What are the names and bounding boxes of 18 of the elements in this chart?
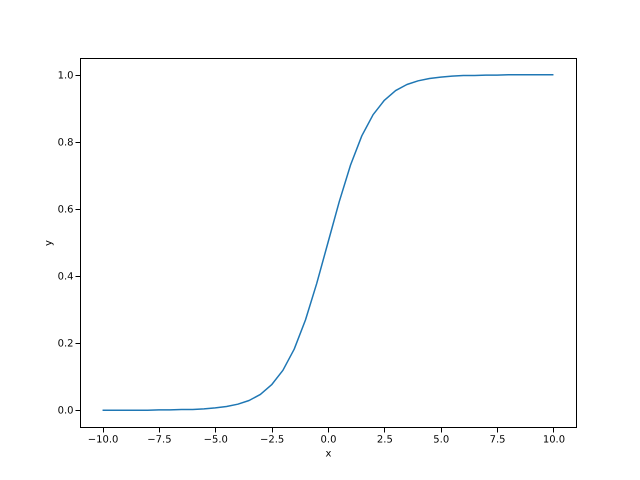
y-tick-label: 0.6 xyxy=(58,204,74,216)
y-tick-label: 0.2 xyxy=(58,338,74,350)
x-tick-label: 7.5 xyxy=(490,434,506,446)
x-tick-label: 5.0 xyxy=(433,434,450,446)
x-axis-title: x xyxy=(326,448,332,460)
x-tick-label: 0.0 xyxy=(320,434,336,446)
x-tick-label: 2.5 xyxy=(376,434,393,446)
y-axis-title: y xyxy=(44,240,55,246)
y-tick-label: 0.0 xyxy=(58,406,74,417)
x-tick-label: −5.0 xyxy=(204,434,228,446)
y-tick-label: 0.8 xyxy=(58,137,74,148)
line-series xyxy=(102,74,554,411)
x-tick-label: −2.5 xyxy=(260,434,284,446)
x-tick-label: −10.0 xyxy=(88,434,118,446)
y-tick-label: 1.0 xyxy=(58,70,74,82)
y-tick-label: 0.4 xyxy=(58,272,74,283)
x-tick-label: 10.0 xyxy=(542,434,566,446)
x-tick-label: −7.5 xyxy=(147,434,172,446)
